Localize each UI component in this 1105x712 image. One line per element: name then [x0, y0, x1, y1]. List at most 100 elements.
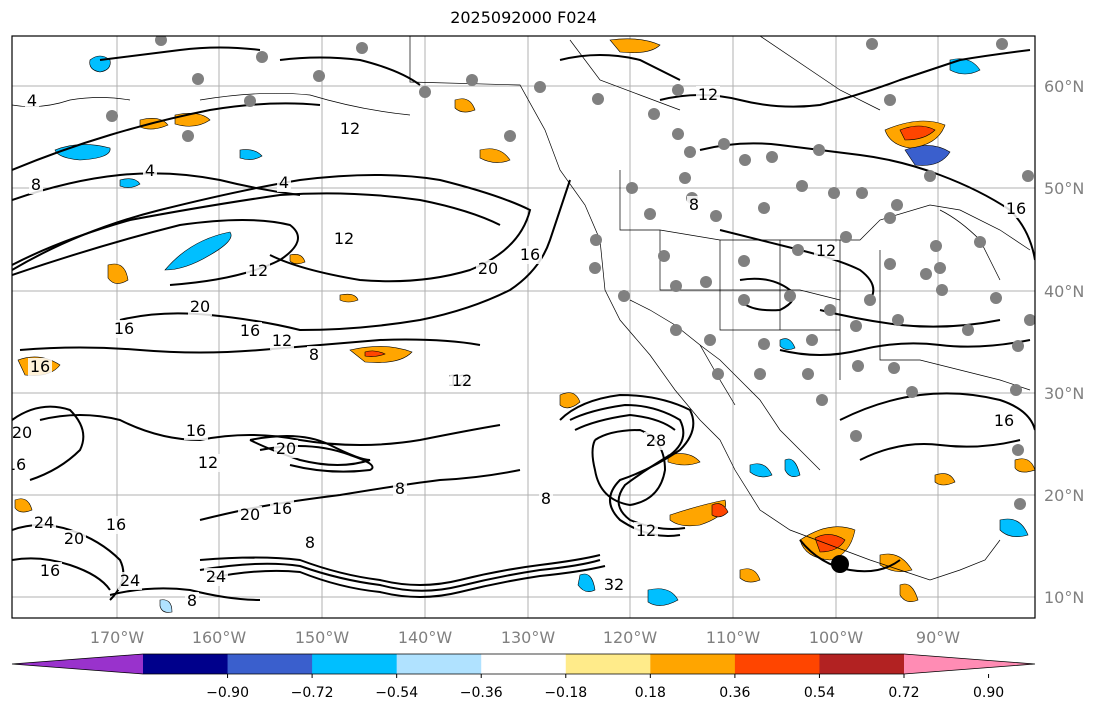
colorbar-segment [819, 654, 905, 674]
lon-label: 160°W [192, 628, 247, 647]
contour-label: 20 [478, 259, 498, 278]
contour-label: 12 [272, 331, 292, 350]
contour-label-bg [118, 572, 142, 590]
contour-label: 8 [187, 591, 197, 610]
colorbar-tick-label: −0.54 [375, 685, 418, 701]
contour-label-bg [696, 86, 720, 104]
contour-label: 12 [698, 85, 718, 104]
lon-label: 150°W [295, 628, 350, 647]
contour-label: 12 [334, 229, 354, 248]
lat-label: 60°N [1044, 77, 1084, 96]
contour-label-bg [539, 490, 553, 508]
plot-background [12, 36, 1035, 618]
contour-label: 12 [452, 371, 472, 390]
lon-label: 130°W [501, 628, 556, 647]
lon-label: 90°W [916, 628, 960, 647]
contour-label: 8 [541, 489, 551, 508]
contour-label-bg [184, 422, 208, 440]
contour-label-bg [12, 456, 28, 474]
colorbar-tick-label: −0.18 [544, 685, 587, 701]
contour-label: 16 [240, 321, 260, 340]
contour-label: 16 [272, 499, 292, 518]
contour-label: 16 [106, 515, 126, 534]
contour-label-bg [238, 506, 262, 524]
lon-label: 100°W [809, 628, 864, 647]
contour-label-bg [196, 454, 220, 472]
colorbar-tick-label: −0.72 [291, 685, 334, 701]
lat-label: 10°N [1044, 588, 1084, 607]
contour-label: 32 [604, 575, 624, 594]
contour-label: 20 [190, 297, 210, 316]
contour-label: 16 [520, 245, 540, 264]
lat-label: 50°N [1044, 179, 1084, 198]
contour-label: 24 [206, 567, 226, 586]
contour-label: 20 [240, 505, 260, 524]
colorbar-segment [734, 654, 820, 674]
contour-lines [12, 46, 1035, 601]
contour-label: 8 [31, 175, 41, 194]
contour-label: 16 [114, 319, 134, 338]
contour-label-bg [814, 242, 838, 260]
contour-label: 8 [305, 533, 315, 552]
lon-label: 170°W [90, 628, 145, 647]
contour-label-bg [518, 246, 542, 264]
contour-label-bg [32, 514, 56, 532]
contour-labels: 4448121620121620128161216128121620281281… [6, 85, 1028, 610]
contour-label-bg [25, 92, 39, 110]
contour-label: 24 [34, 513, 54, 532]
colorbar-segment [143, 654, 229, 674]
colorbar-extend-high [904, 654, 1035, 674]
plot-frame [11, 35, 1036, 619]
colorbar-tick-label: 0.54 [804, 685, 835, 701]
contour-label: 8 [395, 479, 405, 498]
contour-label: 4 [27, 91, 37, 110]
contour-label: 12 [636, 521, 656, 540]
contour-label-bg [38, 562, 62, 580]
colorbar-segment [650, 654, 736, 674]
colorbar-tick-label: 0.18 [635, 685, 666, 701]
contour-label-bg [185, 592, 199, 610]
contour-label-bg [303, 534, 317, 552]
contour-label: 28 [646, 431, 666, 450]
lat-label: 20°N [1044, 486, 1084, 505]
contour-label-bg [307, 346, 321, 364]
colorbar-tick-label: 0.90 [973, 685, 1004, 701]
contour-label-bg [246, 262, 270, 280]
contour-label-bg [12, 424, 34, 442]
contour-label-bg [28, 358, 52, 376]
lat-label: 30°N [1044, 384, 1084, 403]
contour-label-bg [29, 176, 43, 194]
lon-label: 140°W [398, 628, 453, 647]
contour-label: 4 [145, 161, 155, 180]
colorbar-tick-label: −0.36 [460, 685, 503, 701]
contour-label-bg [1004, 200, 1028, 218]
colorbar-segment [481, 654, 567, 674]
contour-label-bg [188, 298, 212, 316]
contour-label-bg [238, 322, 262, 340]
contour-label: 16 [1006, 199, 1026, 218]
contour-label-bg [644, 432, 668, 450]
station-markers [106, 36, 1035, 510]
contour-label-bg [332, 230, 356, 248]
colorbar-segment [312, 654, 398, 674]
contour-label: 20 [12, 423, 32, 442]
contour-label: 16 [6, 455, 26, 474]
contour-label: 16 [30, 357, 50, 376]
colorbar-outline [11, 653, 1036, 675]
contour-label-bg [274, 440, 298, 458]
colorbar-segment [227, 654, 313, 674]
colorbar-tick-label: 0.72 [888, 685, 919, 701]
lat-label: 40°N [1044, 282, 1084, 301]
lon-label: 110°W [706, 628, 761, 647]
contour-label: 20 [64, 529, 84, 548]
contour-label: 12 [340, 119, 360, 138]
contour-label-bg [112, 320, 136, 338]
contour-label: 12 [816, 241, 836, 260]
contour-label: 16 [994, 411, 1014, 430]
contour-label-bg [270, 332, 294, 350]
contour-label: 12 [198, 453, 218, 472]
contour-label: 4 [279, 173, 289, 192]
contour-label: 16 [40, 561, 60, 580]
colorbar-segment [396, 654, 482, 674]
